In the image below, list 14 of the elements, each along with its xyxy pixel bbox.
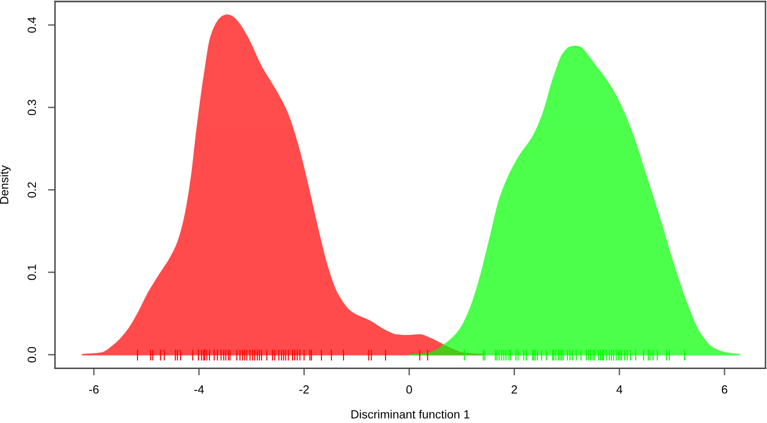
x-tick-label: -4 bbox=[194, 385, 204, 394]
x-tick-label: -6 bbox=[89, 385, 99, 394]
x-tick-label: 6 bbox=[722, 385, 728, 394]
x-tick-label: 4 bbox=[616, 385, 622, 394]
y-tick-label: 0.3 bbox=[28, 100, 36, 116]
y-tick-label: 0.0 bbox=[28, 346, 36, 362]
y-tick-label: 0.4 bbox=[28, 17, 36, 33]
x-axis-title: Discriminant function 1 bbox=[352, 410, 470, 419]
y-tick-label: 0.2 bbox=[28, 182, 36, 198]
y-axis-title: Density bbox=[0, 165, 11, 204]
x-tick-label: 2 bbox=[512, 385, 517, 394]
y-tick-label: 0.1 bbox=[28, 264, 36, 280]
x-tick-label: 0 bbox=[406, 385, 412, 394]
x-tick-label: -2 bbox=[299, 385, 309, 394]
